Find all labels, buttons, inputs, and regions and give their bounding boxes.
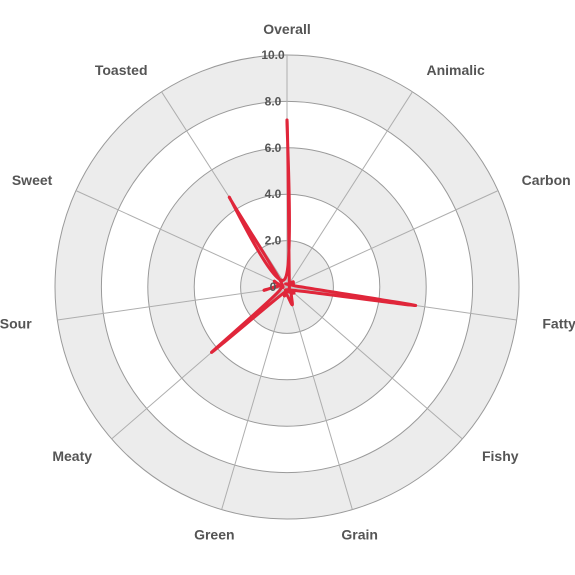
radar-series-group xyxy=(210,118,418,354)
radar-axis-label: Animalic xyxy=(426,62,485,78)
radar-spoke xyxy=(286,286,463,440)
radar-data-point xyxy=(288,281,292,285)
radar-data-point xyxy=(285,118,289,122)
radar-axis-labels: Overall Animalic Carbon Fatty Fishy Grain Gree… xyxy=(0,21,575,543)
radar-tick-labels: 0 2.0 4.0 6.0 8.0 10.0 xyxy=(261,48,285,294)
radar-tick-label: 4.0 xyxy=(265,187,282,201)
radar-tick-label: 2.0 xyxy=(265,234,282,248)
radar-axis-label: Carbon xyxy=(522,172,571,188)
radar-axis-label: Toasted xyxy=(95,62,148,78)
radar-spoke xyxy=(221,286,288,510)
radar-data-point xyxy=(272,279,276,283)
radar-axis-label: Fishy xyxy=(482,448,519,464)
radar-tick-label: 10.0 xyxy=(261,48,285,62)
radar-axis-label: Green xyxy=(194,527,234,543)
radar-spoke xyxy=(286,190,499,288)
radar-axis-label: Grain xyxy=(341,527,378,543)
radar-data-point xyxy=(262,288,266,292)
radar-spoke xyxy=(75,190,288,288)
radar-axis-label: Sweet xyxy=(12,172,53,188)
radar-tick-label: 0 xyxy=(270,280,277,294)
radar-tick-label: 6.0 xyxy=(265,141,282,155)
radar-data-point xyxy=(291,282,295,286)
radar-spoke xyxy=(286,286,353,510)
radar-spoke xyxy=(286,91,413,288)
radar-spoke xyxy=(57,286,288,321)
radar-data-point xyxy=(227,195,231,199)
radar-axis-label: Overall xyxy=(263,21,310,37)
radar-data-point xyxy=(290,303,294,307)
radar-data-point xyxy=(414,303,418,307)
radar-tick-label: 8.0 xyxy=(265,94,282,108)
radar-data-point xyxy=(292,291,296,295)
radar-axis-label: Meaty xyxy=(52,448,92,464)
radar-data-point xyxy=(210,350,214,354)
radar-axis-label: Fatty xyxy=(542,316,575,332)
radar-data-point xyxy=(282,294,286,298)
radar-axis-label: Sour xyxy=(0,316,32,332)
